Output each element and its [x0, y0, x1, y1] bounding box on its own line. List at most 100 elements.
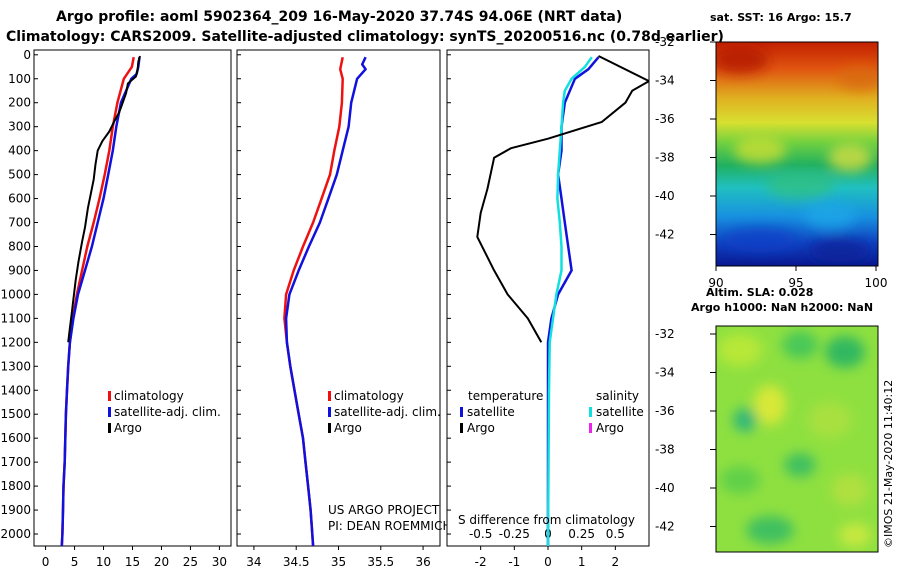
x-tick-label: 35: [331, 555, 346, 569]
pressure-tick-label: 200: [8, 96, 31, 110]
pressure-tick-label: 700: [8, 216, 31, 230]
sla-lat-ticks: -32 -34 -36 -38 -40 -42: [655, 327, 716, 534]
x-tick-label: -2: [475, 555, 487, 569]
sst-lon-label: 90: [708, 276, 723, 290]
sla-map-frame: [715, 325, 879, 553]
pressure-tick-label: 500: [8, 168, 31, 182]
legend-marker-satellite: [328, 407, 331, 417]
temperature-profile-panel: 0100200300400500600700800900100011001200…: [0, 48, 232, 569]
sst-lat-label: -38: [655, 151, 675, 165]
sla-map-title: Altim. SLA: 0.028: [706, 286, 813, 299]
temperature-axis: 0 5 10 15 20 25 30: [42, 546, 227, 569]
x-tick-label: 1: [578, 555, 586, 569]
sst-lon-ticks: 90 95 100: [708, 266, 887, 290]
difference-pressure-ticks: [447, 54, 451, 535]
x-tick-label: -1: [508, 555, 520, 569]
imos-credit: ©IMOS 21-May-2020 11:40:12: [882, 380, 895, 548]
legend-label-temp-satellite: satellite: [467, 405, 515, 419]
x-tick-label: 0: [544, 555, 552, 569]
temperature-axes-frame: [33, 49, 232, 547]
sst-lat-label: -42: [655, 228, 675, 242]
sla-lat-label: -38: [655, 443, 675, 457]
sla-lat-label: -32: [655, 327, 675, 341]
legend-marker-climatology: [108, 391, 111, 401]
legend-marker-argo: [328, 423, 331, 433]
sla-lat-label: -40: [655, 481, 675, 495]
sla-lat-label: -36: [655, 404, 675, 418]
temperature-lines: [60, 55, 141, 546]
series-line-temperature-argo: [476, 55, 649, 343]
salinity-legend: climatology satellite-adj. clim. Argo: [328, 389, 441, 435]
x-tick-label: 0: [42, 555, 50, 569]
sst-lat-label: -36: [655, 112, 675, 126]
salinity-lines: [283, 56, 367, 546]
pressure-tick-label: 300: [8, 120, 31, 134]
legend-label-argo: Argo: [114, 421, 142, 435]
series-line-satellite-adj-clim-: [284, 56, 367, 546]
sst-lat-label: -34: [655, 74, 675, 88]
salinity-axis: 34 34.5 35 35.5 36: [246, 546, 431, 569]
legend-marker-sal-satellite: [589, 407, 592, 417]
series-line-temperature-satellite: [546, 56, 600, 546]
legend-label-climatology: climatology: [334, 389, 404, 403]
salinity-difference-tick-label: 0.25: [568, 527, 595, 541]
x-tick-label: 35.5: [367, 555, 394, 569]
x-tick-label: 25: [183, 555, 198, 569]
x-tick-label: 20: [154, 555, 169, 569]
sst-lat-ticks: -32 -34 -36 -38 -40 -42: [655, 35, 716, 242]
salinity-difference-tick-label: -0.25: [499, 527, 530, 541]
pressure-tick-label: 0: [23, 48, 31, 62]
x-tick-label: 2: [612, 555, 620, 569]
x-tick-label: 34.5: [283, 555, 310, 569]
legend-marker-climatology: [328, 391, 331, 401]
pressure-tick-label: 1600: [0, 431, 31, 445]
credit-project: US ARGO PROJECT: [328, 503, 440, 517]
x-tick-label: 15: [125, 555, 140, 569]
x-tick-label: 5: [71, 555, 79, 569]
salinity-profile-panel: 34 34.5 35 35.5 36 climatology satellite-adj…: [236, 49, 451, 569]
title-line-2: Climatology: CARS2009. Satellite-adjuste…: [6, 29, 724, 45]
credit-pi: PI: DEAN ROEMMICH: [328, 519, 451, 533]
pressure-tick-label: 400: [8, 144, 31, 158]
legend-marker-temp-satellite: [460, 407, 463, 417]
sst-map-frame: [715, 41, 879, 267]
pressure-tick-label: 1900: [0, 503, 31, 517]
sst-lon-label: 95: [788, 276, 803, 290]
title-line-1: Argo profile: aoml 5902364_209 16-May-20…: [56, 9, 622, 25]
difference-lines: [476, 55, 649, 546]
legend-label-sal-argo: Argo: [596, 421, 624, 435]
series-line-satellite-adj-clim-: [60, 57, 141, 546]
difference-legend: temperature satellite Argo salinity sate…: [460, 389, 644, 435]
legend-label-satellite: satellite-adj. clim.: [334, 405, 441, 419]
salinity-pressure-ticks: [237, 54, 241, 535]
legend-label-sal-satellite: satellite: [596, 405, 644, 419]
pressure-tick-label: 1400: [0, 383, 31, 397]
series-line-argo: [67, 55, 141, 343]
legend-label-climatology: climatology: [114, 389, 184, 403]
series-line-salinity-satellite: [546, 56, 593, 546]
pressure-tick-label: 1800: [0, 479, 31, 493]
pressure-tick-label: 600: [8, 192, 31, 206]
pressure-tick-label: 1000: [0, 287, 31, 301]
pressure-tick-label: 100: [8, 72, 31, 86]
x-tick-label: 30: [212, 555, 227, 569]
legend-label-satellite: satellite-adj. clim.: [114, 405, 221, 419]
sst-map: sat. SST: 16 Argo: 15.7 -32-34-36-38-40-…: [655, 11, 887, 290]
sla-lat-label: -34: [655, 366, 675, 380]
pressure-tick-label: 1500: [0, 407, 31, 421]
sst-lat-label: -40: [655, 189, 675, 203]
pressure-tick-label: 1200: [0, 335, 31, 349]
legend-label-argo: Argo: [334, 421, 362, 435]
sst-map-title: sat. SST: 16 Argo: 15.7: [710, 11, 852, 24]
legend-marker-temp-argo: [460, 423, 463, 433]
legend-heading-salinity: salinity: [596, 389, 639, 403]
pressure-tick-label: 1100: [0, 311, 31, 325]
sst-lat-label: -32: [655, 35, 675, 49]
sst-lon-label: 100: [865, 276, 888, 290]
sla-lat-label: -42: [655, 520, 675, 534]
x-tick-label: 10: [96, 555, 111, 569]
legend-heading-temperature: temperature: [468, 389, 543, 403]
pressure-tick-label: 900: [8, 263, 31, 277]
pressure-tick-label: 1300: [0, 359, 31, 373]
legend-marker-sal-argo: [589, 423, 592, 433]
